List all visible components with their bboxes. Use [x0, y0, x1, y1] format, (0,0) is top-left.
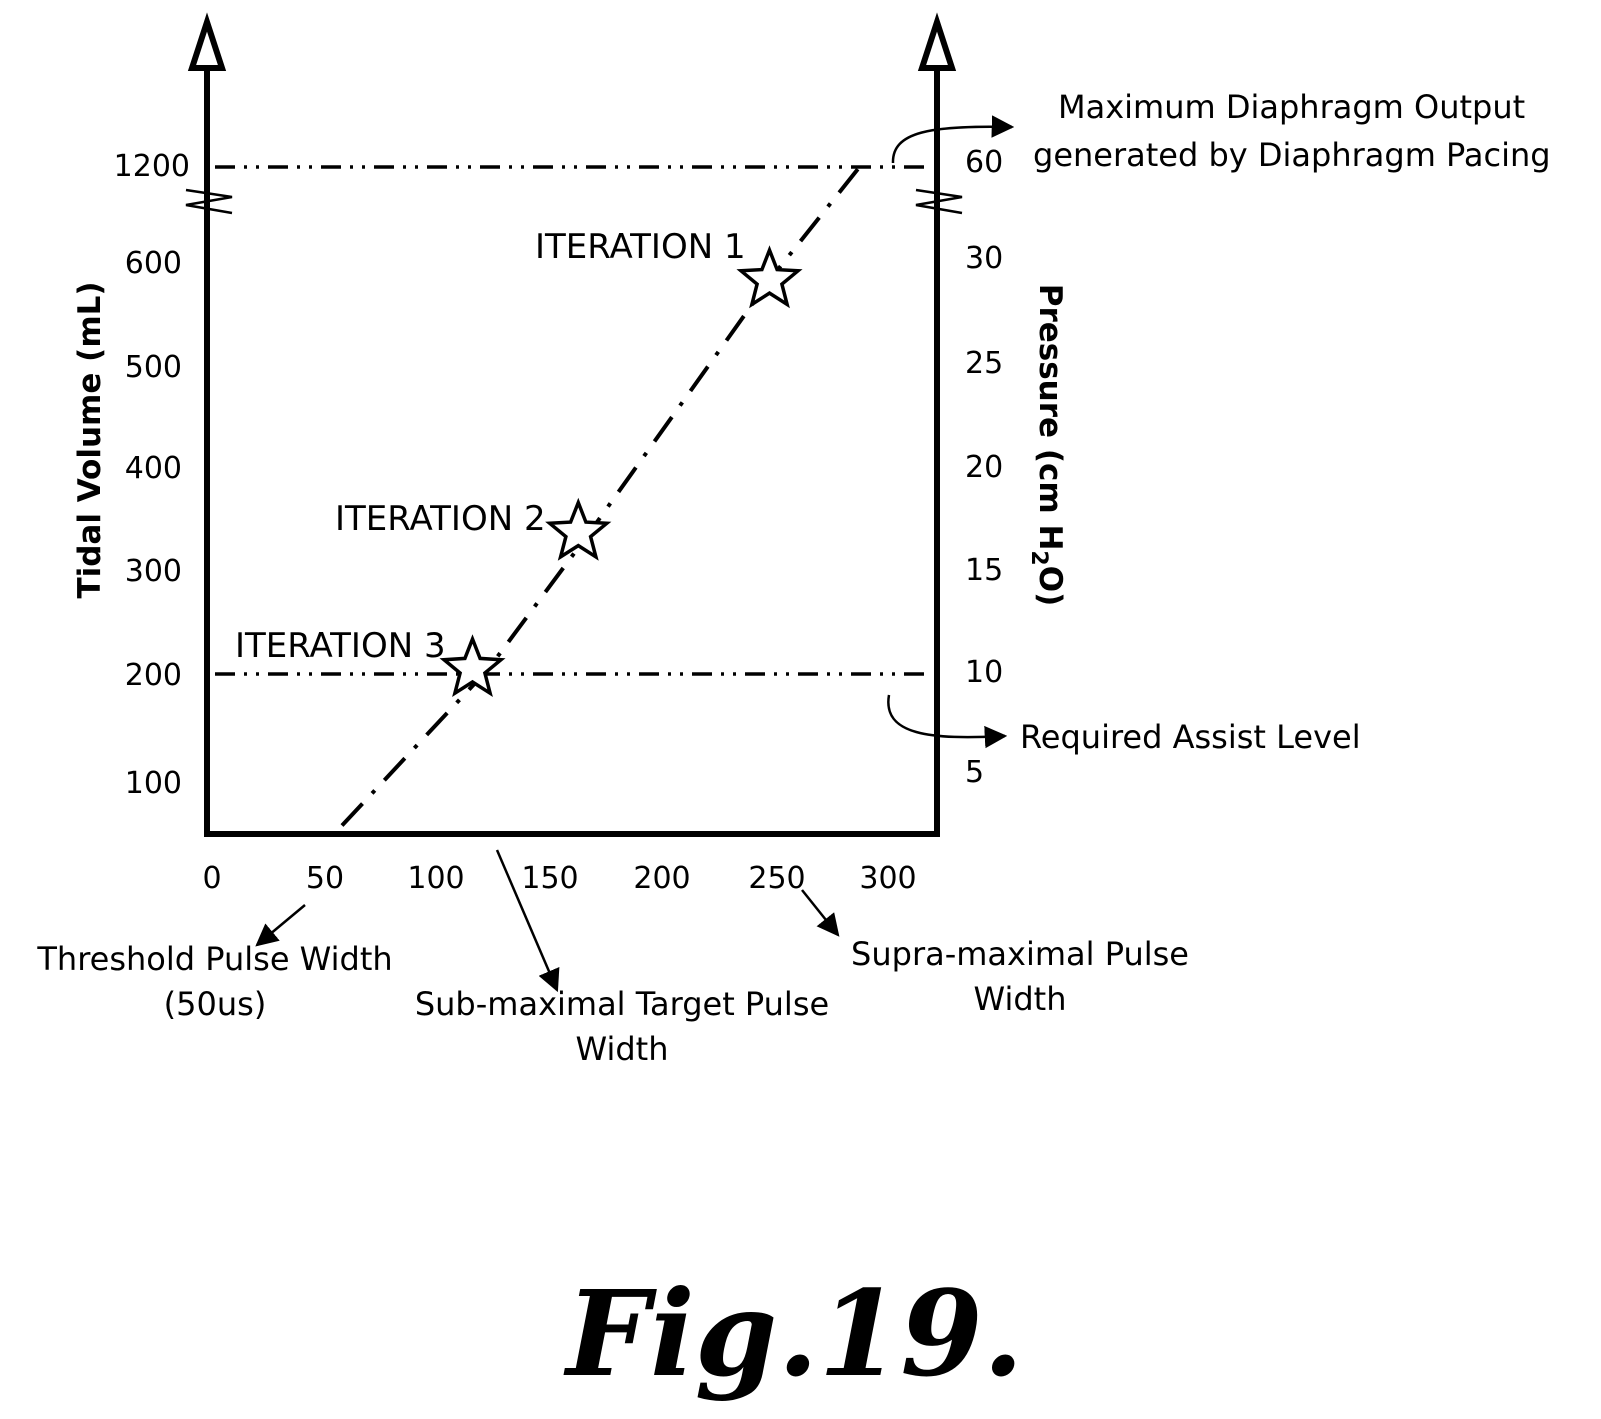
left-axis-break: [185, 188, 233, 215]
supramax-annotation-line1: Supra-maximal Pulse: [851, 935, 1189, 973]
y-tick-label: 500: [125, 350, 182, 385]
y2-axis-title-subscript: 2: [1026, 550, 1051, 565]
threshold-annotation-line2: (50us): [164, 985, 267, 1023]
iteration-2-label: ITERATION 2: [335, 499, 546, 539]
max-output-annotation-line1: Maximum Diaphragm Output: [1058, 88, 1525, 126]
max-output-annotation-line2: generated by Diaphragm Pacing: [1033, 136, 1551, 174]
supramax-annotation-line2: Width: [974, 980, 1067, 1018]
supramax-arrow: [801, 889, 840, 937]
iteration-1-label: ITERATION 1: [535, 227, 746, 267]
threshold-annotation-line1: Threshold Pulse Width: [36, 940, 392, 978]
max-output-arrow: [891, 115, 1015, 164]
y-tick-label: 100: [125, 766, 182, 801]
y-tick-label: 300: [125, 554, 182, 589]
iteration-2-star: [545, 497, 612, 561]
y-tick-label: 200: [125, 658, 182, 693]
threshold-arrow: [255, 904, 306, 947]
x-tick-label: 0: [202, 861, 221, 896]
left-axis-arrow: [187, 12, 227, 71]
x-tick-label: 300: [859, 861, 916, 896]
y-tick-label: 600: [125, 246, 182, 281]
submax-annotation-line1: Sub-maximal Target Pulse: [415, 985, 829, 1023]
right-axis-arrow: [917, 12, 957, 71]
y2-axis-title-main: Pressure (cm H: [1032, 284, 1068, 551]
y2-axis-title: Pressure (cm H2O): [1026, 284, 1068, 607]
y2-tick-label: 25: [965, 346, 1003, 381]
y2-tick-label: 60: [965, 145, 1003, 180]
x-tick-label: 150: [521, 861, 578, 896]
figure-label: Fig.19.: [563, 1264, 1023, 1403]
y-axis-title: Tidal Volume (mL): [72, 281, 108, 598]
y2-tick-label: 30: [965, 241, 1003, 276]
required-assist-arrow: [887, 694, 1008, 749]
y-tick-label: 1200: [114, 149, 190, 184]
right-axis-break: [915, 188, 963, 215]
y2-tick-label: 15: [965, 553, 1003, 588]
iteration-3-label: ITERATION 3: [235, 626, 446, 666]
submax-arrow: [495, 849, 560, 993]
iteration-3-star: [439, 634, 506, 698]
submax-annotation-line2: Width: [576, 1030, 669, 1068]
y2-tick-label: 10: [965, 655, 1003, 690]
iteration-1-star: [736, 245, 803, 309]
required-assist-annotation: Required Assist Level: [1020, 718, 1361, 756]
x-tick-label: 50: [306, 861, 344, 896]
y2-tick-label: 5: [965, 755, 984, 790]
x-tick-label: 100: [407, 861, 464, 896]
y2-tick-label: 20: [965, 450, 1003, 485]
y2-axis-title-end: O): [1032, 566, 1068, 607]
x-tick-label: 200: [633, 861, 690, 896]
y-tick-label: 400: [125, 451, 182, 486]
x-tick-label: 250: [748, 861, 805, 896]
